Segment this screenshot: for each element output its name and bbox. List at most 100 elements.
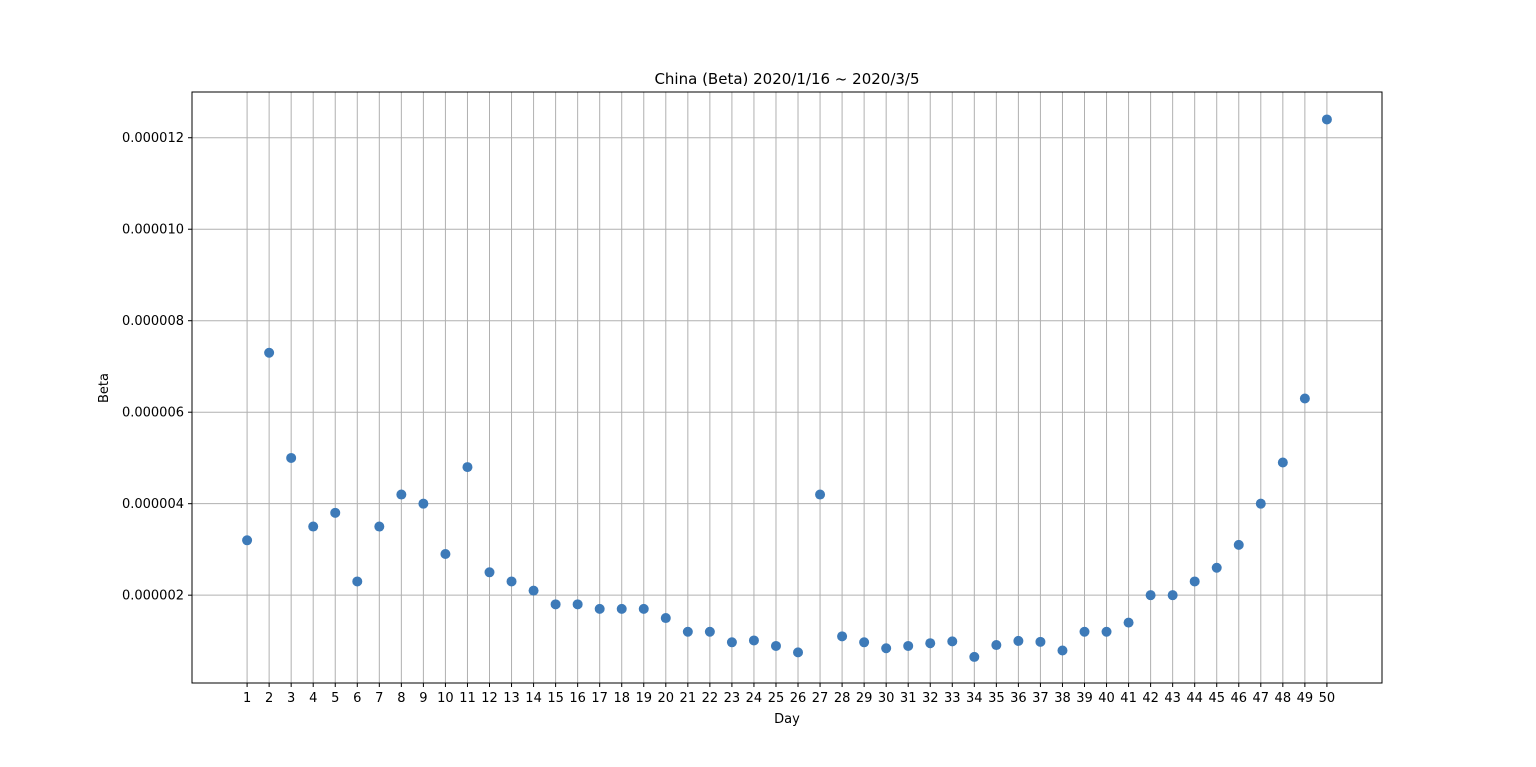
data-point [1277, 457, 1288, 468]
data-point [638, 603, 649, 614]
data-point [550, 599, 561, 610]
data-point [396, 489, 407, 500]
x-tick-label: 41 [1120, 691, 1137, 706]
y-tick-label: 0.000002 [122, 589, 184, 604]
y-tick-label: 0.000004 [122, 497, 184, 512]
x-tick-label: 29 [856, 691, 873, 706]
x-tick-label: 37 [1032, 691, 1049, 706]
y-gridlines [192, 137, 1382, 596]
chart-title: China (Beta) 2020/1/16 ~ 2020/3/5 [654, 70, 919, 88]
data-point [1189, 576, 1200, 587]
y-axis-ticks: 0.000002 0.000004 0.000006 0.000008 0.000010… [122, 131, 192, 604]
x-tick-label: 8 [397, 691, 405, 706]
data-point [1211, 562, 1222, 573]
x-tick-label: 40 [1098, 691, 1115, 706]
plot-area-frame [191, 91, 1383, 684]
x-tick-label: 17 [591, 691, 608, 706]
x-gridlines [246, 92, 1328, 683]
data-point [947, 636, 958, 647]
data-point [1145, 590, 1156, 601]
x-tick-label: 22 [702, 691, 719, 706]
y-tick-label: 0.000012 [122, 131, 184, 146]
data-point [748, 635, 759, 646]
x-tick-label: 13 [503, 691, 520, 706]
data-point [308, 521, 319, 532]
x-tick-label: 1 [243, 691, 251, 706]
x-tick-label: 11 [459, 691, 476, 706]
data-point [660, 613, 671, 624]
data-point [528, 585, 539, 596]
x-tick-label: 18 [613, 691, 630, 706]
x-tick-label: 38 [1054, 691, 1071, 706]
data-point [264, 347, 275, 358]
data-point [440, 549, 451, 560]
x-tick-label: 2 [265, 691, 273, 706]
data-point [903, 640, 914, 651]
data-point [1079, 626, 1090, 637]
data-point [1167, 590, 1178, 601]
data-point [374, 521, 385, 532]
x-tick-label: 35 [988, 691, 1005, 706]
x-tick-label: 47 [1253, 691, 1270, 706]
data-points [242, 114, 1332, 662]
data-point [462, 462, 473, 473]
x-tick-label: 45 [1208, 691, 1225, 706]
data-point [506, 576, 517, 587]
data-point [418, 498, 429, 509]
x-tick-label: 43 [1164, 691, 1181, 706]
x-tick-label: 32 [922, 691, 939, 706]
x-tick-label: 15 [547, 691, 564, 706]
data-point [1123, 617, 1134, 628]
x-tick-label: 20 [658, 691, 675, 706]
data-point [352, 576, 363, 587]
x-tick-label: 6 [353, 691, 361, 706]
x-tick-label: 28 [834, 691, 851, 706]
data-point [991, 640, 1002, 651]
x-tick-label: 36 [1010, 691, 1027, 706]
x-tick-label: 34 [966, 691, 983, 706]
x-tick-label: 23 [724, 691, 741, 706]
x-tick-label: 31 [900, 691, 917, 706]
x-tick-label: 46 [1230, 691, 1247, 706]
data-point [1035, 636, 1046, 647]
x-tick-label: 42 [1142, 691, 1159, 706]
data-point [330, 507, 341, 518]
x-axis-label: Day [774, 712, 800, 727]
data-point [925, 638, 936, 649]
x-tick-label: 3 [287, 691, 295, 706]
y-tick-label: 0.000010 [122, 223, 184, 238]
data-point [969, 651, 980, 662]
y-axis-label: Beta [97, 373, 112, 403]
data-point [594, 603, 605, 614]
data-point [726, 637, 737, 648]
data-point [1101, 626, 1112, 637]
data-point [682, 626, 693, 637]
x-tick-label: 19 [635, 691, 652, 706]
x-tick-label: 24 [746, 691, 763, 706]
data-point [1013, 635, 1024, 646]
x-tick-label: 4 [309, 691, 317, 706]
x-tick-label: 27 [812, 691, 829, 706]
x-tick-label: 48 [1275, 691, 1292, 706]
x-tick-label: 49 [1297, 691, 1314, 706]
y-tick-label: 0.000006 [122, 406, 184, 421]
data-point [1299, 393, 1310, 404]
x-axis-ticks: 1 2 3 4 5 6 7 8 9 10 11 12 13 14 15 16 17 18 19 20 21 22 23 24 2… [243, 683, 1335, 706]
data-point [1255, 498, 1266, 509]
data-point [815, 489, 826, 500]
data-point [837, 631, 848, 642]
x-tick-label: 39 [1076, 691, 1093, 706]
x-tick-label: 14 [525, 691, 542, 706]
data-point [1233, 539, 1244, 550]
data-point [572, 599, 583, 610]
x-tick-label: 12 [481, 691, 498, 706]
data-point [704, 626, 715, 637]
x-tick-label: 25 [768, 691, 785, 706]
data-point [1321, 114, 1332, 125]
x-tick-label: 26 [790, 691, 807, 706]
data-point [484, 567, 495, 578]
x-tick-label: 10 [437, 691, 454, 706]
data-point [242, 535, 253, 546]
data-point [881, 643, 892, 654]
